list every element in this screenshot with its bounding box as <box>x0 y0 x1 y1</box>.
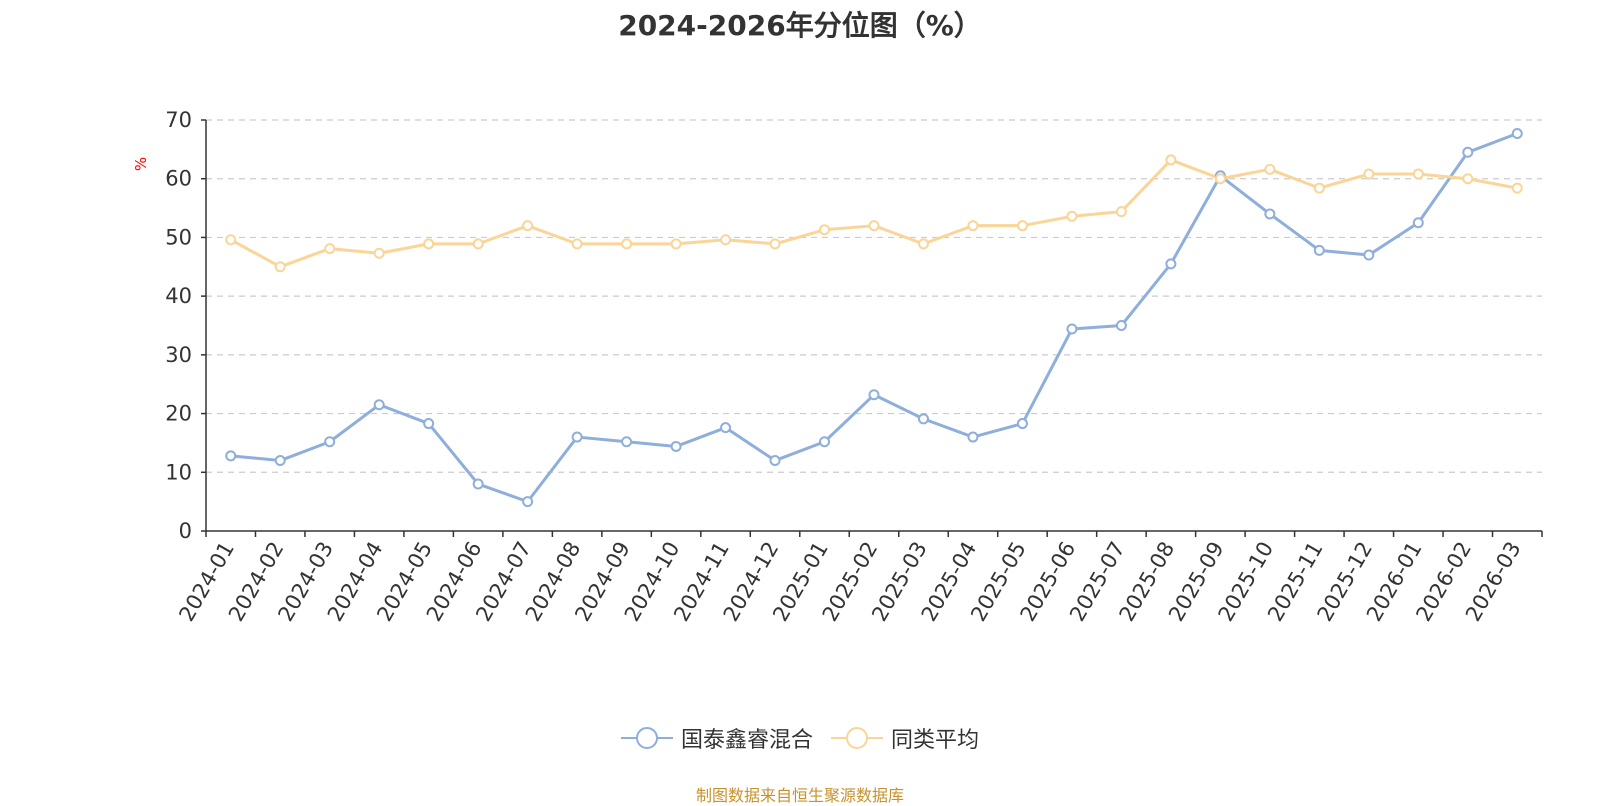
data-point-series-2[interactable] <box>1462 173 1474 185</box>
data-point-series-2[interactable] <box>621 238 633 250</box>
data-point-series-2[interactable] <box>1412 168 1424 180</box>
data-point-series-2[interactable] <box>1165 154 1177 166</box>
data-point-series-2[interactable] <box>225 234 237 246</box>
y-tick-label: 50 <box>165 225 192 249</box>
data-point-series-1[interactable] <box>819 436 831 448</box>
data-point-series-2[interactable] <box>967 220 979 232</box>
data-point-series-2[interactable] <box>1511 182 1523 194</box>
data-point-series-1[interactable] <box>1412 217 1424 229</box>
data-point-series-2[interactable] <box>324 243 336 255</box>
data-point-series-2[interactable] <box>1214 173 1226 185</box>
data-point-series-1[interactable] <box>1264 208 1276 220</box>
data-point-series-1[interactable] <box>274 455 286 467</box>
data-point-series-2[interactable] <box>1016 220 1028 232</box>
legend-item-series-2[interactable]: 同类平均 <box>831 722 979 754</box>
data-point-series-1[interactable] <box>1363 249 1375 261</box>
data-point-series-2[interactable] <box>1313 182 1325 194</box>
data-point-series-1[interactable] <box>225 450 237 462</box>
y-tick-label: 40 <box>165 284 192 308</box>
data-point-series-1[interactable] <box>917 413 929 425</box>
data-point-series-2[interactable] <box>1115 206 1127 218</box>
axis-layer: 0102030405060702024-012024-022024-032024… <box>165 108 1543 625</box>
legend-marker-series-1 <box>620 727 673 749</box>
legend-marker-series-2 <box>831 727 883 749</box>
data-point-series-1[interactable] <box>571 431 583 443</box>
data-point-series-2[interactable] <box>720 234 732 246</box>
data-point-series-2[interactable] <box>917 238 929 250</box>
data-point-series-2[interactable] <box>1363 168 1375 180</box>
data-point-series-1[interactable] <box>769 455 781 467</box>
grid-layer <box>206 119 1542 473</box>
data-point-series-2[interactable] <box>868 220 880 232</box>
data-point-series-2[interactable] <box>670 238 682 250</box>
line-chart: 0102030405060702024-012024-022024-032024… <box>132 108 1543 625</box>
y-tick-label: 0 <box>179 519 192 543</box>
data-point-series-1[interactable] <box>1313 244 1325 256</box>
data-point-series-1[interactable] <box>472 478 484 490</box>
data-point-series-1[interactable] <box>967 431 979 443</box>
data-point-series-2[interactable] <box>819 224 831 236</box>
data-point-series-2[interactable] <box>1066 210 1078 222</box>
y-tick-label: 20 <box>165 402 192 426</box>
data-point-series-2[interactable] <box>522 220 534 232</box>
chart-title: 2024-2026年分位图（%） <box>618 9 982 42</box>
data-point-series-2[interactable] <box>274 261 286 273</box>
data-point-series-1[interactable] <box>1115 320 1127 331</box>
data-point-series-1[interactable] <box>373 399 385 411</box>
y-tick-label: 60 <box>165 167 192 191</box>
data-point-series-1[interactable] <box>621 436 633 448</box>
data-point-series-2[interactable] <box>769 238 781 250</box>
legend: 国泰鑫睿混合 同类平均 <box>0 722 1600 754</box>
data-point-series-1[interactable] <box>522 496 534 508</box>
data-point-series-2[interactable] <box>1264 163 1276 175</box>
legend-label-series-1: 国泰鑫睿混合 <box>680 728 813 753</box>
y-tick-label: 10 <box>165 460 192 484</box>
y-tick-label: 70 <box>165 108 192 132</box>
data-point-series-1[interactable] <box>1511 128 1523 140</box>
legend-item-series-1[interactable]: 国泰鑫睿混合 <box>620 722 813 754</box>
y-axis-unit-label: % <box>132 157 150 171</box>
data-point-series-2[interactable] <box>571 238 583 250</box>
data-point-series-1[interactable] <box>868 389 880 401</box>
data-point-series-1[interactable] <box>423 418 435 430</box>
source-note: 制图数据来自恒生聚源数据库 <box>695 786 904 805</box>
data-point-series-2[interactable] <box>423 238 435 250</box>
legend-label-series-2: 同类平均 <box>891 728 980 753</box>
data-point-series-1[interactable] <box>1165 258 1177 270</box>
data-point-series-1[interactable] <box>1066 323 1078 335</box>
data-point-series-1[interactable] <box>1016 418 1028 430</box>
data-point-series-1[interactable] <box>324 436 336 448</box>
data-point-series-1[interactable] <box>720 422 732 434</box>
data-point-series-1[interactable] <box>670 440 682 452</box>
data-point-series-1[interactable] <box>1462 146 1474 158</box>
series-layer <box>225 128 1523 508</box>
y-tick-label: 30 <box>165 343 192 367</box>
data-point-series-2[interactable] <box>373 247 385 259</box>
data-point-series-2[interactable] <box>472 238 484 250</box>
